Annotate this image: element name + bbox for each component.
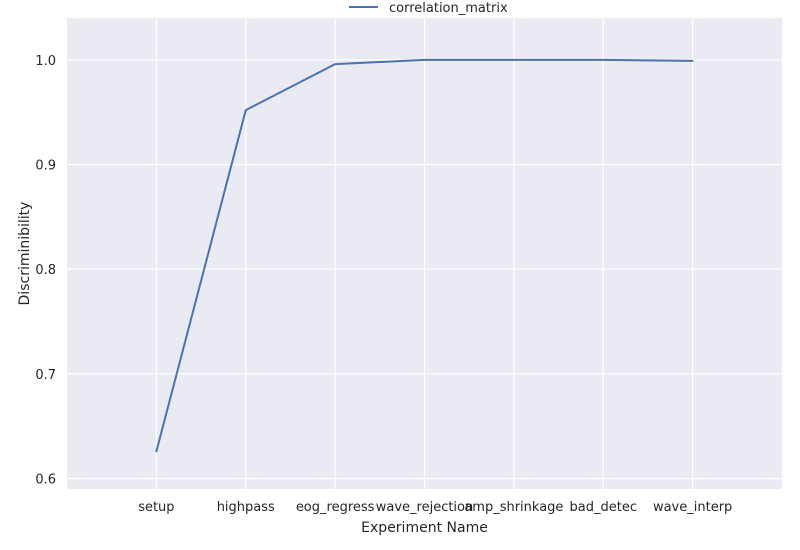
x-tick-label: wave_rejection: [376, 500, 474, 515]
x-tick-labels: setup highpass eog_regress wave_rejectionam…: [138, 500, 732, 515]
y-tick-label: 0.8: [35, 263, 56, 278]
x-tick-label: setup: [138, 500, 174, 515]
series-line: [155, 58, 694, 453]
y-tick-labels: 0.6 0.7 0.8 0.9 1.0: [35, 54, 56, 488]
x-axis-label: Experiment Name: [361, 520, 488, 536]
x-tick-label: amp_shrinkage: [464, 500, 563, 515]
y-tick-label: 1.0: [35, 54, 56, 69]
x-tick-label: bad_detec: [570, 500, 637, 515]
x-tick-label: highpass: [217, 500, 275, 515]
y-tick-label: 0.9: [35, 159, 56, 174]
legend-entry: correlation_matrix: [389, 1, 508, 16]
x-tick-label: wave_interp: [653, 500, 732, 515]
y-tick-label: 0.6: [35, 473, 56, 488]
y-tick-label: 0.7: [35, 368, 56, 383]
series-lines: [155, 58, 694, 453]
legend: correlation_matrix: [349, 1, 508, 16]
grid-lines: [67, 18, 782, 489]
x-tick-label: eog_regress: [296, 500, 375, 515]
y-axis-label: Discriminibility: [17, 202, 33, 306]
